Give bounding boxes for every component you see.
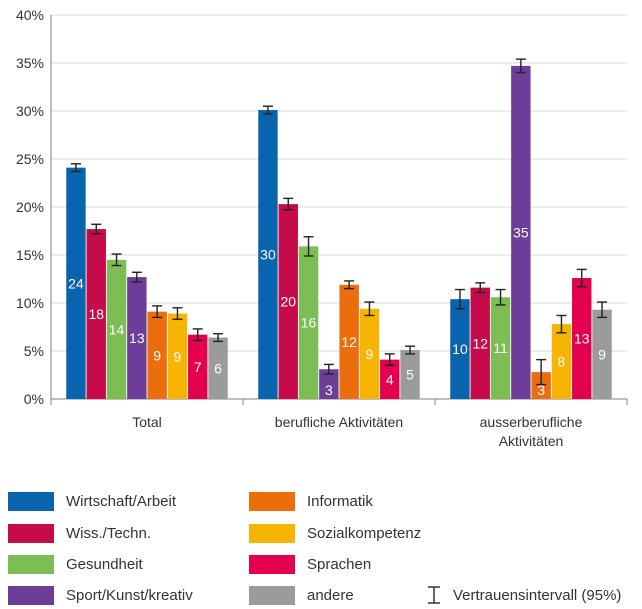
bar: [592, 309, 612, 399]
x-category-label: ausserberufliche: [480, 414, 583, 430]
bar: [359, 308, 380, 399]
bar: [490, 297, 511, 399]
legend-label: andere: [307, 586, 354, 604]
bar: [319, 369, 339, 399]
data-label: 13: [574, 331, 590, 347]
legend-item-sozialkompetenz: Sozialkompetenz: [249, 522, 421, 544]
bar: [66, 167, 86, 399]
legend-swatch: [249, 554, 295, 574]
bar: [380, 359, 400, 399]
legend-item-andere: andere: [249, 584, 354, 606]
bar: [278, 204, 298, 399]
bar: [167, 313, 188, 399]
legend-swatch: [8, 585, 54, 605]
y-tick-label: 0%: [24, 391, 44, 407]
bar: [531, 372, 551, 399]
y-tick-label: 25%: [16, 151, 44, 167]
bar: [511, 65, 531, 399]
bar: [147, 311, 167, 399]
data-label: 10: [452, 341, 468, 357]
bar: [258, 110, 278, 399]
legend-label: Wiss./Techn.: [66, 524, 152, 542]
bar: [86, 229, 106, 399]
bar: [298, 246, 319, 399]
data-label: 9: [598, 346, 606, 362]
data-label: 16: [301, 315, 317, 331]
y-tick-label: 15%: [16, 247, 44, 263]
legend-swatch: [8, 491, 54, 511]
y-tick-label: 20%: [16, 199, 44, 215]
legend-item-wiss-techn: Wiss./Techn.: [8, 522, 151, 544]
legend-swatch: [8, 523, 54, 543]
bar: [572, 278, 592, 399]
x-category-label: Total: [132, 414, 162, 430]
legend-label: Gesundheit: [66, 555, 143, 573]
error-bar-icon: [428, 586, 440, 604]
legend-item-sprachen: Sprachen: [249, 553, 371, 575]
data-label: 12: [472, 335, 488, 351]
data-label: 13: [129, 330, 145, 346]
data-label: 9: [174, 348, 182, 364]
bar: [450, 299, 470, 399]
data-label: 4: [386, 371, 394, 387]
legend-item-confidence-interval: Vertrauensintervall (95%): [425, 584, 621, 606]
bar: [339, 284, 359, 399]
x-category-label: Aktivitäten: [499, 433, 564, 449]
data-label: 8: [558, 354, 566, 370]
y-tick-label: 10%: [16, 295, 44, 311]
legend-label: Vertrauensintervall (95%): [453, 586, 622, 604]
y-tick-label: 40%: [16, 7, 44, 23]
data-label: 14: [109, 321, 125, 337]
bar: [400, 350, 420, 399]
data-label: 20: [280, 294, 296, 310]
bar: [127, 277, 147, 399]
legend-swatch: [249, 585, 295, 605]
legend-item-wirtschaft: Wirtschaft/Arbeit: [8, 490, 176, 512]
data-label: 9: [153, 347, 161, 363]
data-label: 3: [537, 382, 545, 398]
legend-label: Informatik: [307, 492, 373, 510]
y-tick-label: 30%: [16, 103, 44, 119]
data-label: 35: [513, 224, 529, 240]
data-label: 5: [406, 367, 414, 383]
data-label: 7: [194, 359, 202, 375]
bar: [551, 324, 572, 399]
legend-swatch: [8, 554, 54, 574]
bar: [188, 334, 208, 399]
data-label: 30: [260, 247, 276, 263]
data-label: 24: [68, 275, 84, 291]
data-label: 6: [214, 360, 222, 376]
x-category-label: berufliche Aktivitäten: [275, 414, 403, 430]
legend-swatch: [249, 523, 295, 543]
legend-item-gesundheit: Gesundheit: [8, 553, 143, 575]
bar: [470, 287, 490, 399]
bar: [106, 259, 127, 399]
y-tick-label: 5%: [24, 343, 44, 359]
bar: [208, 337, 228, 399]
legend-label: Wirtschaft/Arbeit: [66, 492, 177, 510]
legend: Wirtschaft/Arbeit Wiss./Techn. Gesundhei…: [0, 490, 642, 609]
legend-item-sport-kunst: Sport/Kunst/kreativ: [8, 584, 193, 606]
legend-label: Sozialkompetenz: [307, 524, 422, 542]
data-label: 11: [493, 340, 508, 356]
data-label: 18: [88, 306, 104, 322]
legend-item-informatik: Informatik: [249, 490, 373, 512]
legend-label: Sprachen: [307, 555, 372, 573]
data-label: 12: [341, 334, 357, 350]
legend-label: Sport/Kunst/kreativ: [66, 586, 193, 604]
data-label: 3: [325, 382, 333, 398]
data-label: 9: [366, 346, 374, 362]
legend-swatch: [249, 491, 295, 511]
y-tick-label: 35%: [16, 55, 44, 71]
